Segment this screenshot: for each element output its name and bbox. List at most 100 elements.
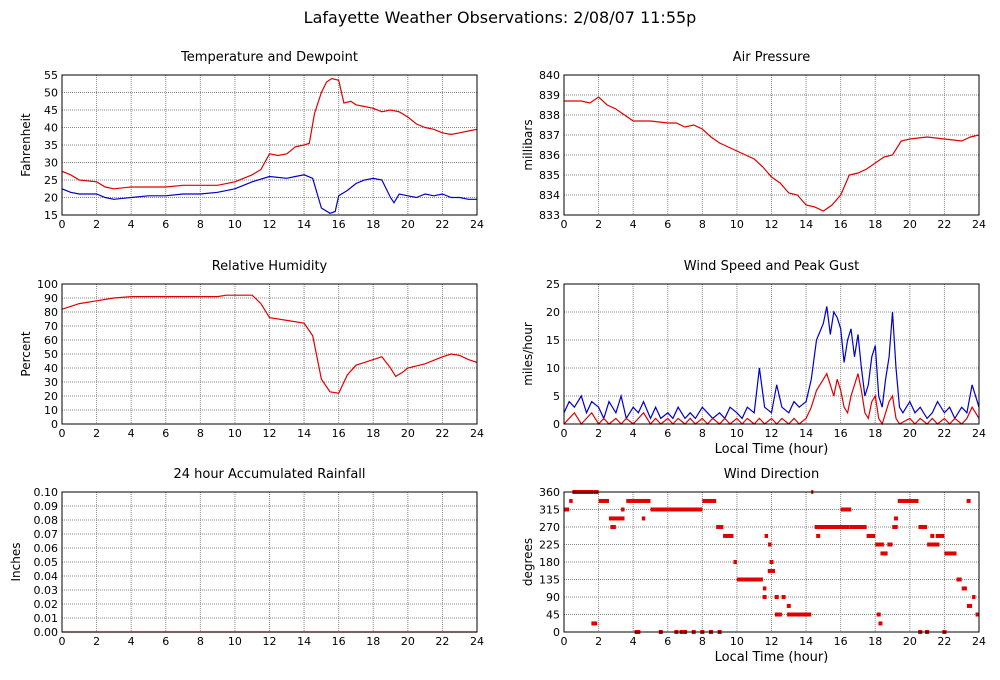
y-tick-label: 25 bbox=[546, 278, 560, 291]
data-mark bbox=[569, 498, 573, 503]
plot-frame bbox=[61, 491, 478, 633]
y-tick-label: 40 bbox=[44, 122, 58, 135]
data-point bbox=[935, 542, 940, 547]
x-tick-label: 0 bbox=[59, 218, 66, 231]
grid bbox=[563, 283, 980, 425]
data-point bbox=[719, 525, 724, 529]
series-line-0 bbox=[62, 294, 477, 394]
x-axis-label: Local Time (hour) bbox=[715, 650, 829, 665]
x-tick-label: 2 bbox=[595, 218, 602, 231]
data-mark bbox=[768, 542, 772, 547]
x-tick-label: 2 bbox=[93, 427, 100, 440]
page-title: Lafayette Weather Observations: 2/08/07 … bbox=[303, 8, 697, 27]
grid bbox=[61, 283, 478, 425]
series-line-0 bbox=[564, 306, 979, 421]
chart-title: Wind Direction bbox=[724, 467, 820, 482]
chart-title: 24 hour Accumulated Rainfall bbox=[173, 467, 365, 482]
x-tick-label: 16 bbox=[332, 427, 346, 440]
data-point bbox=[842, 507, 847, 512]
x-tick-label: 6 bbox=[664, 635, 671, 648]
x-tick-label: 2 bbox=[595, 427, 602, 440]
x-tick-label: 18 bbox=[868, 427, 882, 440]
x-tick-label: 24 bbox=[470, 635, 484, 648]
y-axis-label: millibars bbox=[521, 119, 535, 170]
y-tick-label: 270 bbox=[539, 521, 560, 534]
x-tick-label: 10 bbox=[730, 427, 744, 440]
x-tick-label: 22 bbox=[435, 218, 449, 231]
x-tick-label: 4 bbox=[128, 218, 135, 231]
data-mark bbox=[650, 507, 703, 512]
data-mark bbox=[866, 533, 876, 538]
chart-title: Wind Speed and Peak Gust bbox=[684, 259, 859, 274]
y-tick-label: 50 bbox=[44, 87, 58, 100]
y-tick-label: 834 bbox=[539, 189, 560, 202]
x-tick-label: 18 bbox=[366, 635, 380, 648]
x-tick-label: 16 bbox=[332, 635, 346, 648]
plot-frame bbox=[563, 491, 980, 633]
y-tick-label: 20 bbox=[44, 390, 58, 403]
y-tick-label: 835 bbox=[539, 169, 560, 182]
series-line-0 bbox=[564, 96, 979, 212]
plot-frame bbox=[563, 283, 980, 425]
data-mark bbox=[897, 498, 919, 503]
x-tick-label: 4 bbox=[630, 427, 637, 440]
y-tick-label: 0.04 bbox=[34, 570, 59, 583]
y-tick-label: 0.10 bbox=[34, 486, 59, 499]
y-tick-label: 0.09 bbox=[34, 500, 59, 513]
x-tick-label: 18 bbox=[366, 218, 380, 231]
x-tick-label: 6 bbox=[162, 427, 169, 440]
x-tick-label: 0 bbox=[561, 427, 568, 440]
y-tick-label: 35 bbox=[44, 139, 58, 152]
y-tick-label: 55 bbox=[44, 69, 58, 82]
x-tick-label: 14 bbox=[799, 427, 813, 440]
y-tick-label: 840 bbox=[539, 69, 560, 82]
data-mark bbox=[935, 533, 945, 538]
data-point bbox=[781, 595, 786, 599]
data-mark bbox=[626, 498, 651, 503]
data-point bbox=[593, 621, 598, 626]
x-tick-label: 14 bbox=[799, 635, 813, 648]
series-line-1 bbox=[62, 174, 477, 214]
y-tick-label: 315 bbox=[539, 504, 560, 517]
y-tick-label: 0.00 bbox=[34, 626, 59, 639]
x-tick-label: 8 bbox=[197, 218, 204, 231]
x-tick-label: 6 bbox=[664, 218, 671, 231]
y-tick-label: 70 bbox=[44, 320, 58, 333]
y-tick-label: 0.01 bbox=[34, 612, 59, 625]
y-axis-label: Percent bbox=[19, 331, 33, 376]
x-tick-label: 6 bbox=[162, 218, 169, 231]
x-tick-label: 10 bbox=[730, 218, 744, 231]
x-tick-label: 10 bbox=[730, 635, 744, 648]
data-mark bbox=[621, 507, 625, 512]
y-tick-label: 90 bbox=[546, 591, 560, 604]
x-tick-label: 4 bbox=[128, 635, 135, 648]
x-tick-label: 10 bbox=[228, 427, 242, 440]
data-point bbox=[816, 533, 821, 538]
y-tick-label: 20 bbox=[546, 306, 560, 319]
y-tick-label: 833 bbox=[539, 209, 560, 222]
y-tick-label: 135 bbox=[539, 574, 560, 587]
y-tick-label: 0.07 bbox=[34, 528, 59, 541]
x-tick-label: 14 bbox=[799, 218, 813, 231]
series-line-1 bbox=[564, 372, 979, 426]
y-tick-label: 836 bbox=[539, 149, 560, 162]
data-mark bbox=[702, 498, 717, 503]
x-tick-label: 12 bbox=[765, 635, 779, 648]
y-tick-label: 5 bbox=[553, 390, 560, 403]
data-mark bbox=[887, 542, 893, 547]
x-tick-label: 18 bbox=[366, 427, 380, 440]
data-mark bbox=[736, 577, 763, 582]
x-tick-label: 6 bbox=[162, 635, 169, 648]
data-point bbox=[762, 595, 767, 599]
x-tick-label: 22 bbox=[937, 218, 951, 231]
x-tick-label: 12 bbox=[765, 218, 779, 231]
y-tick-label: 20 bbox=[44, 192, 58, 205]
y-tick-label: 40 bbox=[44, 362, 58, 375]
data-point bbox=[564, 507, 568, 512]
data-mark bbox=[608, 516, 625, 521]
y-tick-label: 100 bbox=[37, 278, 58, 291]
x-tick-label: 4 bbox=[128, 427, 135, 440]
y-tick-label: 60 bbox=[44, 334, 58, 347]
